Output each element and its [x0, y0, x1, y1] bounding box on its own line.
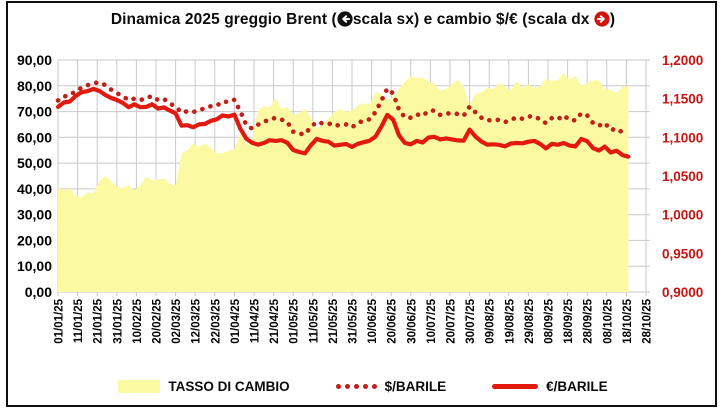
area-tasso-di-cambio	[58, 73, 629, 292]
legend-item-tasso-di-cambio: TASSO DI CAMBIO	[118, 378, 290, 394]
x-axis-label: 02/03/25	[171, 298, 183, 343]
x-axis-label: 18/09/25	[563, 298, 575, 343]
x-axis-label: 30/07/25	[465, 298, 477, 343]
x-axis-label: 31/01/25	[112, 298, 124, 343]
x-axis-label: 09/08/25	[485, 298, 497, 343]
x-axis-label: 29/08/25	[524, 298, 536, 343]
x-axis-label: 08/10/25	[602, 298, 614, 343]
red-solid-line-swatch-icon	[492, 383, 539, 389]
chart-legend: TASSO DI CAMBIO $/BARILE €/BARILE	[0, 373, 726, 399]
euro-per-barrel-line	[55, 86, 631, 159]
x-axis-label: 30/06/25	[406, 298, 418, 343]
y-axis-right-label: 0,9000	[662, 285, 703, 300]
x-axis-label: 01/05/25	[289, 298, 301, 343]
x-axis-label: 10/07/25	[426, 298, 438, 343]
y-axis-left-label: 50,00	[17, 155, 52, 171]
x-axis-label: 11/01/25	[73, 298, 85, 343]
y-axis-left-label: 30,00	[17, 207, 52, 223]
yellow-area-swatch-icon	[118, 379, 161, 393]
right-arrow-circle-icon	[594, 11, 610, 27]
left-arrow-circle-icon	[337, 11, 353, 27]
red-dotted-line-swatch-icon	[335, 383, 377, 389]
y-axis-right-label: 0,9500	[662, 246, 703, 261]
x-axis-label: 11/04/25	[250, 298, 262, 343]
x-axis-label: 18/10/25	[622, 298, 634, 343]
y-axis-left-label: 40,00	[17, 181, 52, 197]
legend-item-euro-barile: €/BARILE	[492, 379, 608, 394]
x-axis-label: 21/05/25	[328, 298, 340, 343]
chart-title: Dinamica 2025 greggio Brent ( scala sx) e…	[0, 11, 726, 29]
y-axis-right-label: 1,0500	[662, 169, 703, 184]
y-axis-left-label: 20,00	[17, 232, 52, 248]
x-axis-label: 20/07/25	[446, 298, 458, 343]
x-axis-label: 10/06/25	[367, 298, 379, 343]
legend-item-dollar-barile: $/BARILE	[335, 378, 447, 394]
x-axis-labels: 01/01/25 11/01/25 21/01/25 31/01/25 10/02/25…	[54, 298, 654, 343]
x-axis-label: 01/04/25	[230, 298, 242, 343]
y-axis-right-label: 1,1500	[662, 92, 703, 107]
legend-label: TASSO DI CAMBIO	[168, 378, 290, 394]
y-axis-right-label: 1,1000	[662, 130, 703, 145]
y-axis-left-labels: 90,00 80,00 70,00 60,00 50,00 40,00 30,00 20,00…	[17, 52, 52, 300]
x-axis-label: 28/10/25	[642, 298, 654, 343]
x-axis-label: 12/03/25	[191, 298, 203, 343]
y-axis-right-label: 1,0000	[662, 208, 703, 223]
x-axis-label: 21/04/25	[269, 298, 281, 343]
legend-label: €/BARILE	[546, 378, 608, 394]
y-axis-left-label: 10,00	[17, 258, 52, 274]
legend-label: $/BARILE	[384, 378, 447, 394]
y-axis-left-label: 90,00	[17, 52, 52, 68]
y-axis-right-label: 1,2000	[662, 53, 703, 68]
y-axis-left-label: 70,00	[17, 104, 52, 120]
title-text-part2: scala sx) e cambio $/€ (scala dx	[352, 11, 594, 28]
x-axis-label: 11/05/25	[308, 298, 320, 343]
y-axis-left-label: 0,00	[25, 284, 52, 300]
y-axis-left-label: 80,00	[17, 78, 52, 94]
x-axis-label: 19/08/25	[504, 298, 516, 343]
title-text-part1: Dinamica 2025 greggio Brent (	[110, 11, 337, 28]
x-axis-label: 10/02/25	[132, 298, 144, 343]
x-axis-label: 28/09/25	[583, 298, 595, 343]
x-axis-label: 20/06/25	[387, 298, 399, 343]
x-axis-label: 31/05/25	[348, 298, 360, 343]
x-axis-label: 20/02/25	[152, 298, 164, 343]
x-axis-label: 08/09/25	[544, 298, 556, 343]
y-axis-right-labels: 1,2000 1,1500 1,1000 1,0500 1,0000 0,9500 0,90…	[662, 53, 703, 300]
x-axis-label: 21/01/25	[93, 298, 105, 343]
y-axis-left-label: 60,00	[17, 129, 52, 145]
x-axis-label: 22/03/25	[210, 298, 222, 343]
title-text-part3: )	[609, 11, 616, 28]
x-axis-label: 01/01/25	[54, 298, 66, 343]
